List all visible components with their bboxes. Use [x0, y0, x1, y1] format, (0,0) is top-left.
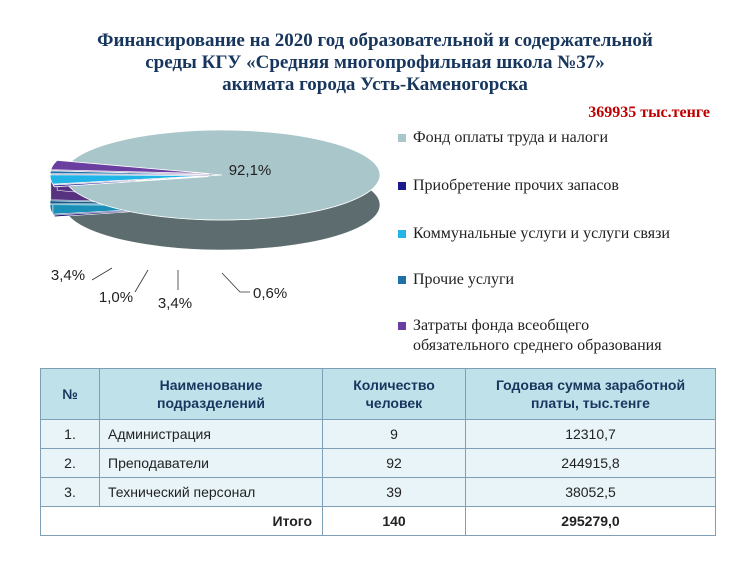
legend-swatch: [398, 182, 406, 190]
title-line-2: среды КГУ «Средняя многопрофильная школа…: [145, 52, 605, 73]
table-header-row: № Наименование подразделений Количество …: [40, 368, 716, 420]
pie-leader-line: [221, 272, 250, 293]
legend-swatch: [398, 134, 406, 142]
legend-item: Фонд оплаты труда и налоги: [398, 128, 608, 148]
pie-slice: [49, 174, 209, 185]
pie-data-label: 3,4%: [158, 295, 192, 312]
legend-label: Затраты фонда всеобщего обязательного сре…: [413, 317, 662, 354]
pie-data-label: 0,6%: [253, 285, 287, 302]
title-line-3: акимата города Усть-Каменогорска: [222, 74, 528, 95]
pie-leader-line: [91, 267, 113, 281]
pie-data-label: 3,4%: [51, 267, 85, 284]
cell-count: 9: [322, 419, 466, 449]
cell-number: 2.: [40, 448, 100, 478]
legend-label: Прочие услуги: [413, 271, 515, 288]
legend-swatch: [398, 322, 406, 330]
total-sum: 295279,0: [465, 506, 716, 536]
pie-slice: [52, 176, 209, 188]
col-header-number: №: [40, 368, 100, 420]
cell-salary: 12310,7: [465, 419, 716, 449]
pie-leader-line: [134, 269, 149, 293]
legend-label: Приобретение прочих запасов: [413, 177, 619, 194]
salary-table: № Наименование подразделений Количество …: [40, 368, 716, 536]
table-total-row: Итого 140 295279,0: [40, 506, 716, 536]
pie-slice: [50, 159, 209, 174]
cell-number: 1.: [40, 419, 100, 449]
cell-count: 39: [322, 477, 466, 507]
total-amount: 369935 тыс.тенге: [588, 104, 710, 121]
cell-department: Технический персонал: [99, 477, 323, 507]
cell-department: Преподаватели: [99, 448, 323, 478]
col-header-department: Наименование подразделений: [99, 368, 323, 420]
legend-label: Фонд оплаты труда и налоги: [413, 129, 609, 146]
legend-item: Коммунальные услуги и услуги связи: [398, 224, 670, 244]
pie-data-label: 1,0%: [99, 289, 133, 306]
pie-data-label: 92,1%: [229, 162, 272, 179]
table-row: 1. Администрация 9 12310,7: [40, 419, 716, 449]
pie-slice: [67, 129, 381, 221]
table-row: 2. Преподаватели 92 244915,8: [40, 448, 716, 478]
legend-item: Затраты фонда всеобщего обязательного сре…: [398, 316, 662, 356]
legend-label: Коммунальные услуги и услуги связи: [413, 225, 670, 242]
cell-salary: 244915,8: [465, 448, 716, 478]
legend-swatch: [398, 276, 406, 284]
legend-item: Прочие услуги: [398, 270, 514, 290]
cell-number: 3.: [40, 477, 100, 507]
total-label: Итого: [40, 506, 323, 536]
pie-tops: [49, 129, 381, 221]
col-header-salary: Годовая сумма заработной платы, тыс.тенг…: [465, 368, 716, 420]
cell-salary: 38052,5: [465, 477, 716, 507]
legend-swatch: [398, 230, 406, 238]
cell-department: Администрация: [99, 419, 323, 449]
pie-slice: [49, 170, 209, 175]
col-header-count: Количество человек: [322, 368, 466, 420]
total-count: 140: [322, 506, 466, 536]
page-title: Финансирование на 2020 год образовательн…: [0, 30, 750, 96]
title-line-1: Финансирование на 2020 год образовательн…: [97, 30, 653, 51]
table-row: 3. Технический персонал 39 38052,5: [40, 477, 716, 507]
legend-item: Приобретение прочих запасов: [398, 176, 619, 196]
pie-chart: 92,1% 0,6% 3,4% 1,0% 3,4%: [49, 129, 381, 312]
cell-count: 92: [322, 448, 466, 478]
